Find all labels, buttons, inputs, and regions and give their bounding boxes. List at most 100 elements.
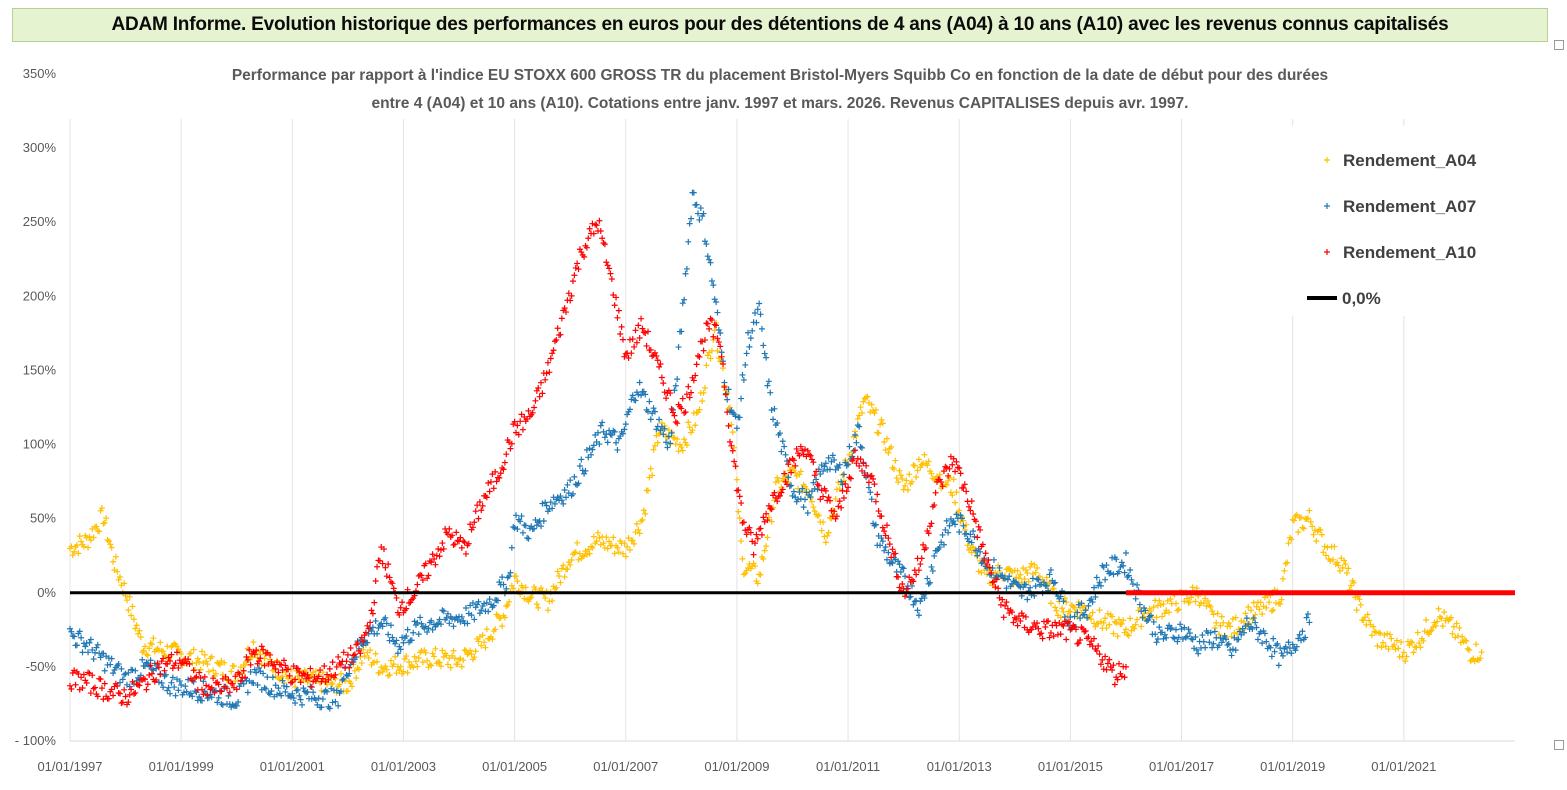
data-point (235, 699, 242, 706)
data-point (319, 675, 326, 682)
data-point (749, 327, 756, 334)
data-point (1047, 600, 1054, 607)
data-point (1420, 637, 1427, 644)
chart-resize-handle-bottom[interactable] (1554, 740, 1564, 750)
data-point (98, 505, 105, 512)
y-tick-label: 50% (30, 511, 56, 526)
data-point (610, 427, 617, 434)
data-point (1071, 613, 1078, 620)
data-point (1245, 603, 1252, 610)
data-point (610, 534, 617, 541)
data-point (514, 526, 521, 533)
data-point (547, 499, 554, 506)
data-point (218, 688, 225, 695)
data-point (333, 663, 340, 670)
data-point (700, 210, 707, 217)
data-point (858, 409, 865, 416)
data-point (1249, 616, 1256, 623)
data-point (1036, 631, 1043, 638)
data-point (788, 469, 795, 476)
data-point (594, 529, 601, 536)
data-point (378, 664, 385, 671)
data-point (868, 401, 875, 408)
data-point (896, 561, 903, 568)
data-point (711, 296, 718, 303)
data-point (1096, 579, 1103, 586)
data-point (875, 508, 882, 515)
data-point (835, 464, 842, 471)
data-point (626, 406, 633, 413)
data-point (735, 508, 742, 515)
data-point (1175, 634, 1182, 641)
data-point (68, 628, 75, 635)
data-point (401, 655, 408, 662)
data-point (807, 493, 814, 500)
data-point (735, 487, 742, 494)
data-point (374, 630, 381, 637)
data-point (1449, 630, 1456, 637)
data-point (740, 376, 747, 383)
data-point (1270, 635, 1277, 642)
data-point (697, 205, 704, 212)
data-point (568, 557, 575, 564)
data-point (550, 583, 557, 590)
data-point (701, 337, 708, 344)
data-point (89, 646, 96, 653)
data-point (379, 668, 386, 675)
data-point (503, 603, 510, 610)
data-point (437, 621, 444, 628)
data-point (1015, 575, 1022, 582)
data-point (1256, 606, 1263, 613)
data-point (408, 637, 415, 644)
data-point (590, 442, 597, 449)
data-point (153, 665, 160, 672)
data-point (889, 560, 896, 567)
data-point (746, 524, 753, 531)
data-point (867, 489, 874, 496)
data-point (1186, 630, 1193, 637)
x-tick-label: 01/01/2011 (816, 759, 880, 774)
data-point (695, 210, 702, 217)
data-point (1022, 613, 1029, 620)
y-tick-label: 0% (37, 585, 56, 600)
data-point (114, 683, 121, 690)
chart-resize-handle[interactable] (1554, 40, 1564, 50)
data-point (500, 581, 507, 588)
data-point (247, 668, 254, 675)
data-point (454, 661, 461, 668)
data-point (671, 387, 678, 394)
data-point (939, 531, 946, 538)
data-point (146, 645, 153, 652)
data-point (621, 426, 628, 433)
data-point (622, 553, 629, 560)
data-point (626, 336, 633, 343)
data-point (1477, 655, 1484, 662)
data-point (940, 468, 947, 475)
data-point (1081, 611, 1088, 618)
data-point (332, 698, 339, 705)
data-point (863, 394, 870, 401)
data-point (838, 504, 845, 511)
data-point (535, 604, 542, 611)
chart-area: Performance par rapport à l'indice EU ST… (0, 44, 1567, 790)
data-point (1200, 600, 1207, 607)
data-point (1199, 632, 1206, 639)
data-point (903, 477, 910, 484)
data-point (465, 650, 472, 657)
data-point (1464, 645, 1471, 652)
data-point (967, 531, 974, 538)
data-point (1113, 619, 1120, 626)
data-point (219, 701, 226, 708)
data-point (624, 411, 631, 418)
data-point (804, 447, 811, 454)
data-point (957, 512, 964, 519)
data-point (296, 692, 303, 699)
data-point (672, 382, 679, 389)
data-point (1157, 602, 1164, 609)
data-point (1017, 571, 1024, 578)
data-point (688, 215, 695, 222)
data-point (647, 416, 654, 423)
data-point (1378, 644, 1385, 651)
data-point (365, 654, 372, 661)
data-point (838, 478, 845, 485)
